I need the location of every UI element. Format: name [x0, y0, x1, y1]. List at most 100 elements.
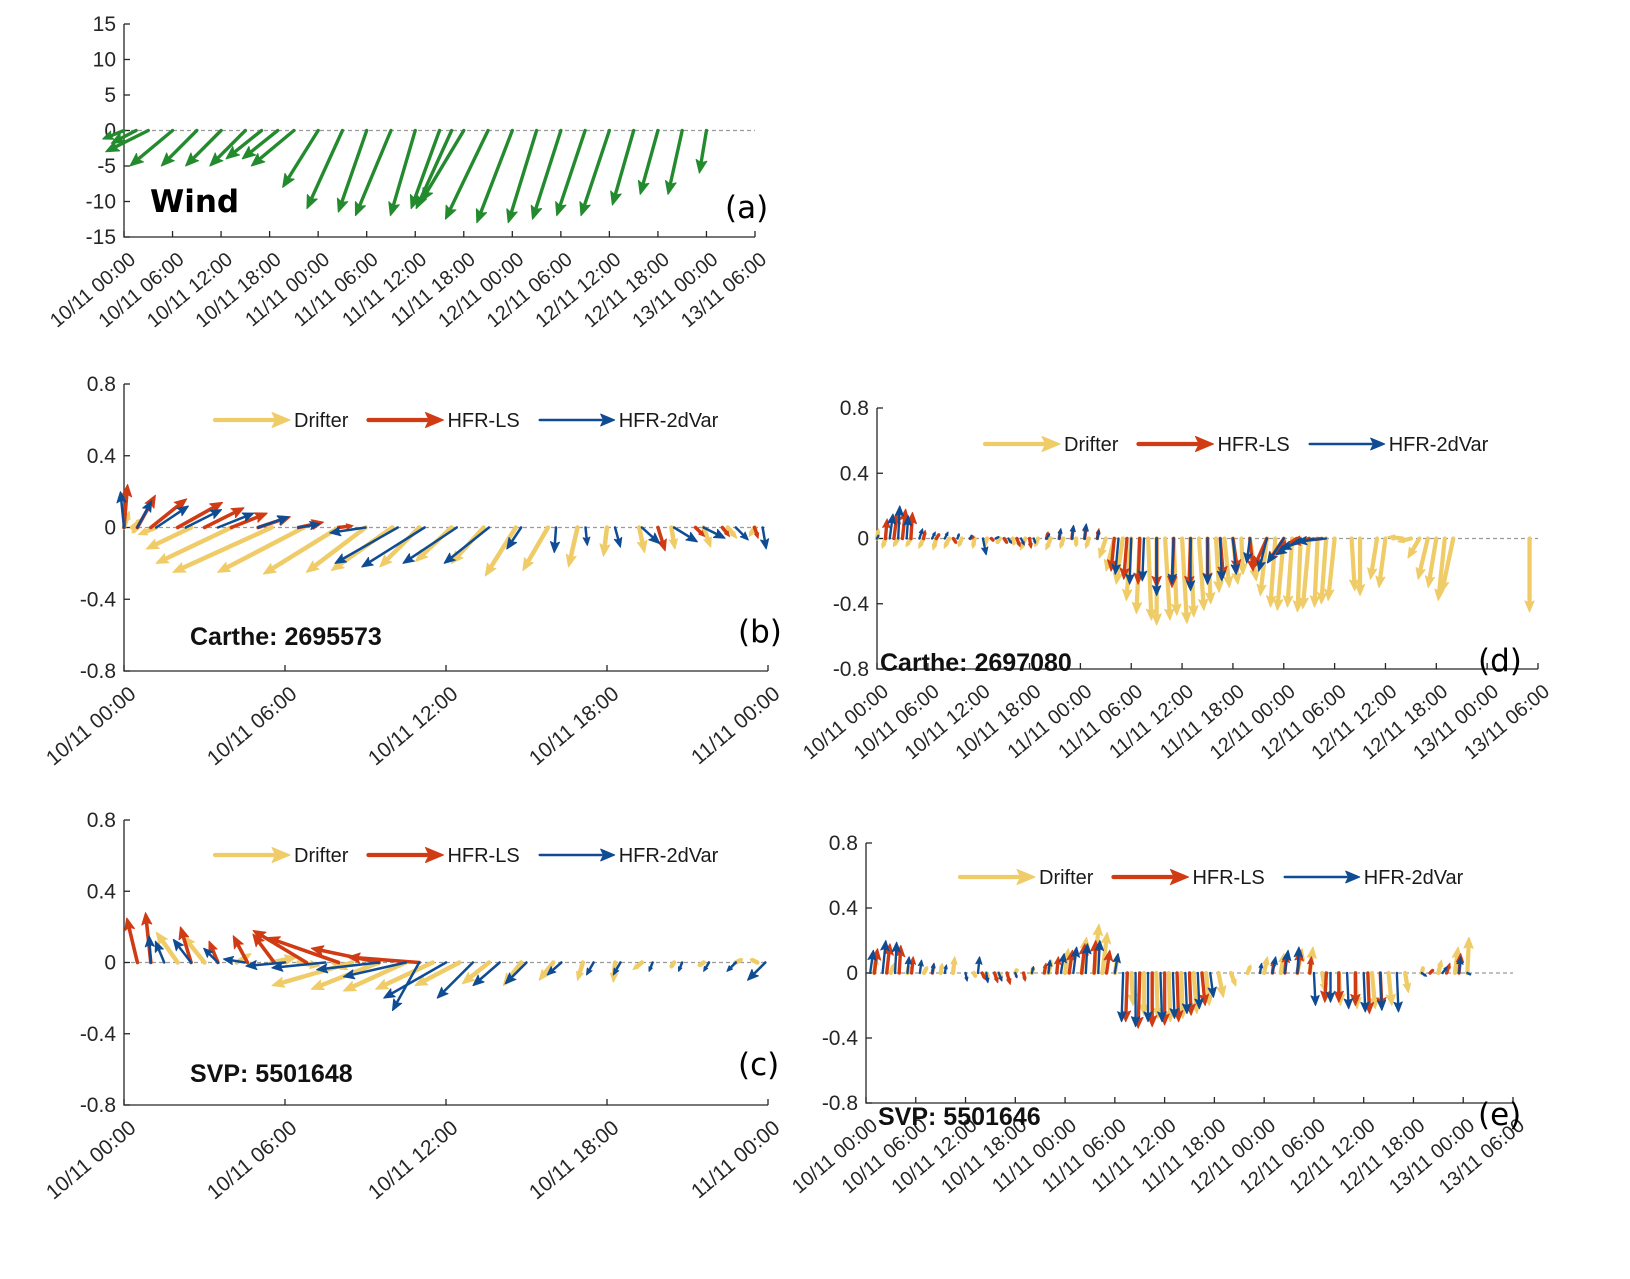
x-tick-label: 10/11 00:00: [42, 1116, 141, 1204]
vector-arrow: [1316, 536, 1329, 605]
vector-arrow: [951, 536, 958, 544]
vector-arrow: [964, 971, 969, 982]
vector-arrow: [1245, 964, 1252, 976]
vector-arrow: [216, 512, 255, 529]
vector-arrow: [656, 525, 667, 552]
vector-arrow: [640, 526, 661, 545]
vector-arrow: [546, 961, 563, 976]
vector-arrow: [969, 534, 973, 540]
y-tick-label: -0.8: [80, 1094, 116, 1117]
vector-arrow: [585, 961, 595, 976]
vector-arrow: [1199, 971, 1210, 1006]
vector-arrow: [1237, 536, 1248, 575]
vector-arrow: [887, 513, 897, 540]
vector-arrow: [1194, 971, 1204, 1010]
vector-arrow: [1117, 971, 1127, 1023]
vector-arrow: [105, 128, 150, 153]
vector-arrow: [1216, 537, 1227, 582]
vector-arrow: [610, 128, 636, 206]
x-tick-label: 10/11 18:00: [525, 682, 624, 770]
legend-label: HFR-2dVar: [1389, 434, 1489, 456]
vector-arrow: [361, 526, 426, 568]
vector-arrow: [102, 128, 126, 140]
panel-b-carthe-2695573: -0.8 -0.4 0 0.4 0.8 10/11 00:00 10/11 06:00 10/…: [42, 373, 785, 770]
vector-arrow: [992, 971, 999, 984]
vector-arrow: [185, 128, 223, 167]
vector-arrow: [891, 941, 901, 975]
vector-arrow: [1143, 971, 1153, 1023]
vector-arrow: [116, 491, 127, 529]
vector-arrow: [975, 956, 983, 975]
vector-arrow: [702, 526, 726, 539]
vector-arrow: [931, 536, 939, 551]
vector-arrow: [1397, 536, 1414, 544]
legend-arrow-icon: [1308, 437, 1386, 451]
legend-label: HFR-2dVar: [619, 410, 719, 432]
vector-arrow: [902, 515, 913, 540]
vector-arrow: [334, 526, 399, 564]
vector-arrow: [1045, 536, 1053, 551]
legend-arrow-icon: [957, 868, 1036, 886]
legend-label: HFR-LS: [447, 410, 519, 432]
vector-arrow: [760, 526, 770, 550]
vector-arrow: [752, 525, 760, 539]
legend-label: HFR-LS: [1192, 867, 1264, 889]
vector-arrow: [701, 525, 712, 548]
y-tick-label: 5: [104, 84, 116, 107]
vector-arrow: [1310, 971, 1320, 1006]
x-tick-label: 10/11 12:00: [364, 1116, 463, 1204]
vector-arrow: [747, 961, 767, 981]
vector-arrow: [1103, 949, 1114, 975]
vector-arrow: [1181, 971, 1192, 1015]
vector-arrow: [444, 128, 490, 220]
vector-arrow: [436, 961, 475, 999]
vector-arrow: [256, 515, 290, 529]
vector-arrow: [720, 525, 731, 537]
legend-arrow-icon: [1111, 868, 1189, 886]
vector-arrow: [995, 536, 1003, 545]
vector-arrow: [172, 938, 193, 964]
panel-label: (c): [738, 1047, 779, 1083]
vector-arrow: [1098, 536, 1108, 559]
axes: -0.8 -0.4 0 0.4 0.8 10/11 00:00 10/11 06:00 10/…: [42, 373, 785, 770]
vector-arrow: [149, 498, 188, 530]
vector-arrow: [124, 917, 140, 965]
vector-arrow: [530, 128, 563, 220]
panel-label: (e): [1478, 1097, 1521, 1133]
y-tick-label: 0: [846, 962, 858, 985]
x-tick-label: 11/11 00:00: [687, 682, 784, 769]
y-tick-label: 0: [104, 517, 116, 540]
vector-arrow: [943, 536, 952, 549]
vector-arrow: [1436, 959, 1444, 976]
vector-arrow: [943, 964, 948, 975]
y-tick-label: 15: [93, 13, 116, 36]
y-tick-label: -0.4: [80, 588, 117, 611]
legend-item-hfr-ls: HFR-LS: [366, 410, 520, 432]
vector-arrow: [1343, 971, 1353, 1010]
legend-label: HFR-2dVar: [1364, 867, 1464, 889]
vector-arrow: [1059, 536, 1066, 549]
vector-arrow: [1069, 524, 1076, 540]
vector-arrow: [749, 957, 760, 965]
legend-arrow-icon: [538, 848, 616, 862]
y-tick-label: 10: [93, 49, 116, 72]
vector-arrow: [582, 526, 591, 546]
vector-arrow: [1354, 536, 1366, 597]
vector-arrow: [316, 961, 381, 974]
series-hfr-2dvar: [867, 940, 1472, 1028]
vector-arrow: [1082, 523, 1089, 540]
x-tick-label: 10/11 06:00: [203, 1116, 302, 1204]
vector-arrow: [342, 960, 408, 992]
y-tick-label: 0.4: [840, 462, 870, 485]
vector-arrow: [725, 525, 738, 539]
vector-arrow: [1202, 537, 1213, 585]
legend-arrow-icon: [538, 413, 616, 427]
vector-arrow: [549, 526, 561, 554]
legend-arrow-icon: [366, 846, 444, 864]
vector-arrow: [1375, 536, 1388, 588]
vector-arrow: [677, 961, 684, 972]
y-tick-label: 0.8: [840, 397, 869, 420]
vector-arrow: [1045, 533, 1051, 540]
